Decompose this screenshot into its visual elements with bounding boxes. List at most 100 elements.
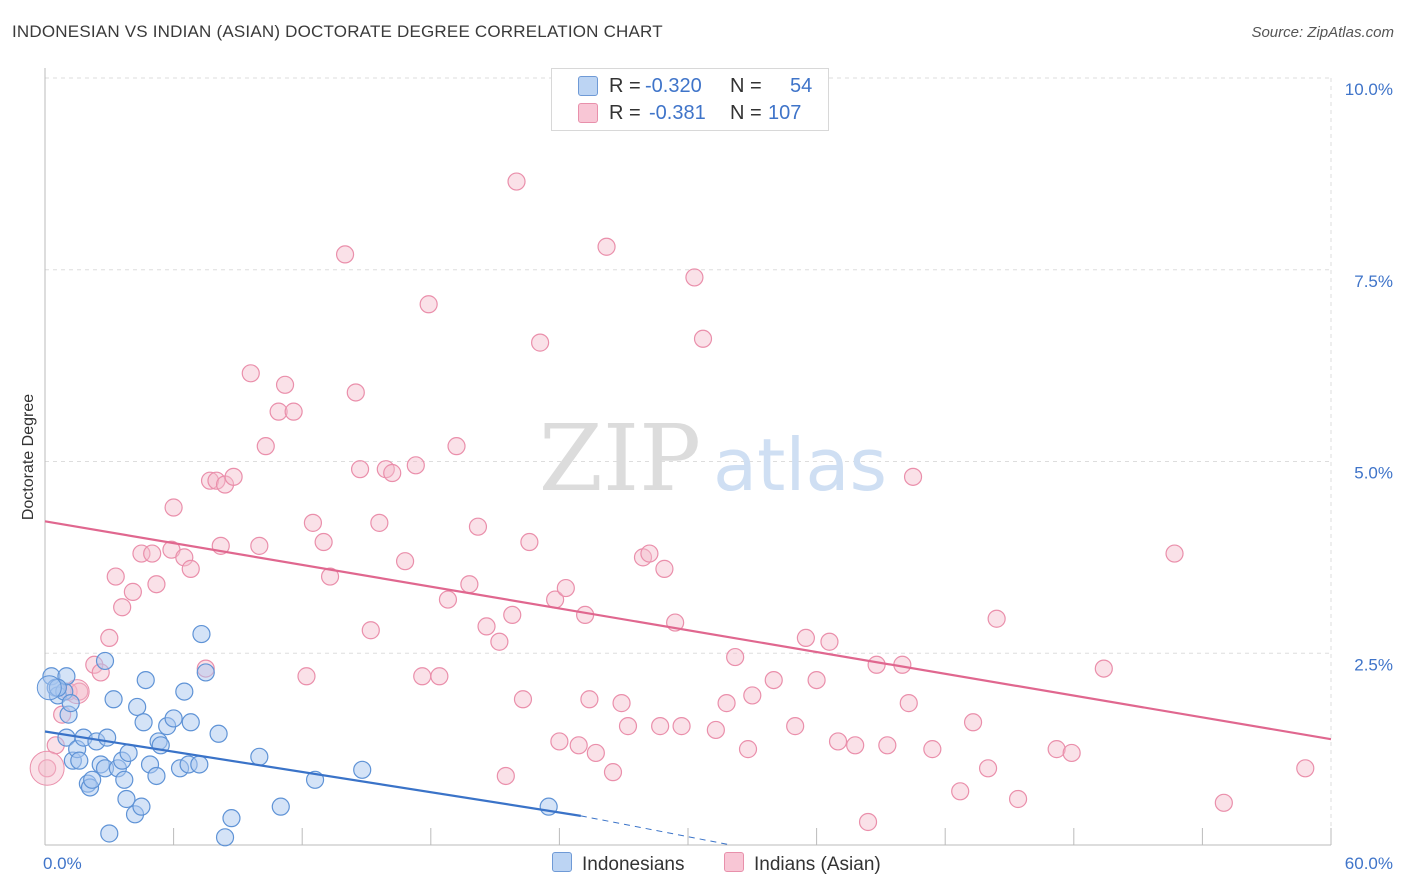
legend-r-label: R =: [609, 102, 641, 124]
x-tick-label-min: 0.0%: [43, 854, 82, 873]
point-indians-asian: [820, 632, 839, 651]
point-indians-asian: [413, 667, 432, 686]
point-indonesians: [209, 724, 228, 743]
legend-r-value: -0.381: [649, 102, 706, 124]
point-indians-asian: [685, 268, 704, 287]
point-indonesians: [115, 770, 134, 789]
point-indians-asian: [556, 578, 575, 598]
bottom-legend-indonesians: Indonesians: [552, 852, 684, 876]
point-indians-asian: [164, 498, 183, 517]
point-indians-asian-cluster: [29, 750, 65, 786]
chart-title: INDONESIAN VS INDIAN (ASIAN) DOCTORATE D…: [12, 22, 663, 41]
point-indians-asian: [200, 471, 220, 490]
bottom-legend-indians-asian: Indians (Asian): [724, 852, 881, 876]
point-indians-asian: [477, 617, 496, 636]
point-indians-asian: [256, 437, 275, 456]
watermark-atlas: atlas: [713, 423, 887, 507]
point-indonesians: [136, 670, 155, 690]
x-tick-label-max: 60.0%: [1345, 854, 1393, 873]
point-indians-asian: [513, 690, 533, 709]
point-indians-asian: [147, 575, 166, 594]
axes: [44, 68, 1332, 846]
point-indians-asian: [618, 717, 638, 736]
point-indians-asian: [175, 548, 194, 567]
source-credit: Source: ZipAtlas.com: [1251, 24, 1394, 41]
point-indians-asian: [438, 590, 458, 609]
point-indonesians: [128, 697, 147, 717]
point-indians-asian: [1214, 793, 1233, 812]
trend-line-indonesians-extension: [580, 815, 731, 846]
bottom-legend-swatch-indians-asian: [724, 852, 744, 872]
point-indians-asian: [531, 333, 550, 352]
bottom-legend-swatch-indonesians: [552, 852, 572, 872]
point-indians-asian: [978, 759, 998, 778]
point-indonesians: [134, 713, 153, 732]
point-indians-asian: [717, 694, 736, 713]
y-axis-label: Doctorate Degree: [20, 394, 37, 520]
point-indians-asian: [269, 402, 288, 421]
point-indonesians: [100, 824, 119, 843]
point-indians-asian: [580, 690, 599, 709]
point-indians-asian: [275, 375, 295, 394]
point-indians-asian: [1296, 759, 1315, 778]
y-tick-label: 5.0%: [1354, 464, 1393, 483]
point-indonesians: [250, 747, 269, 766]
point-indians-asian: [569, 736, 588, 755]
tick-labels: 2.5% 5.0% 7.5% 10.0% 0.0% 60.0%: [43, 80, 1393, 873]
point-indians-asian: [764, 670, 783, 690]
correlation-legend: R = -0.320 N = 54 R = -0.381 N = 107: [551, 68, 829, 131]
point-indians-asian: [303, 513, 323, 532]
legend-r-label: R =: [609, 75, 641, 97]
point-indians-asian: [100, 628, 119, 648]
legend-swatch-indians-asian: [578, 103, 598, 123]
point-indians-asian: [350, 460, 370, 479]
point-indians-asian: [181, 559, 200, 578]
point-indians-asian: [314, 532, 333, 552]
point-indonesians: [271, 797, 290, 816]
point-indians-asian: [297, 667, 316, 686]
zipatlas-watermark: ZIP atlas: [539, 405, 887, 512]
point-indians-asian: [1062, 743, 1081, 763]
point-indians-asian: [1008, 789, 1028, 809]
point-indians-asian: [496, 766, 515, 786]
point-indians-asian: [603, 763, 623, 782]
point-indians-asian: [597, 237, 616, 256]
point-indians-asian: [123, 582, 142, 601]
legend-n-value: 54: [790, 75, 813, 97]
point-indians-asian: [460, 575, 479, 594]
point-indonesians: [192, 624, 211, 644]
point-indians-asian: [346, 383, 365, 402]
point-indians-asian: [361, 621, 380, 640]
point-indians-asian: [1094, 659, 1113, 678]
point-indonesians-cluster: [36, 675, 62, 701]
point-indians-asian: [726, 647, 745, 667]
point-indians-asian: [651, 717, 670, 736]
trend-line-indonesians: [44, 730, 582, 817]
point-indians-asian: [612, 694, 631, 713]
point-indonesians: [61, 694, 80, 713]
point-indonesians: [222, 809, 241, 828]
point-indians-asian: [672, 717, 691, 736]
point-indians-asian: [320, 567, 340, 586]
point-indonesians: [98, 728, 117, 747]
point-indians-asian: [1165, 544, 1184, 563]
watermark-zip: ZIP: [539, 405, 701, 512]
y-tick-label: 10.0%: [1345, 80, 1393, 99]
point-indians-asian: [796, 628, 815, 648]
point-indonesians: [119, 743, 138, 763]
point-indians-asian: [406, 456, 425, 475]
point-indians-asian: [828, 732, 848, 751]
point-indians-asian: [1047, 740, 1066, 759]
point-indonesians: [196, 663, 215, 682]
point-indians-asian: [693, 329, 713, 348]
point-indonesians: [70, 751, 89, 770]
point-indians-asian: [878, 736, 897, 755]
legend-n-value: 107: [768, 102, 802, 124]
trend-lines: [44, 520, 1332, 846]
point-indians-asian: [106, 567, 125, 586]
point-indonesians: [164, 709, 183, 728]
point-indians-asian: [903, 467, 923, 486]
series-indonesians: [36, 624, 558, 847]
bottom-legend-label-indians-asian: Indians (Asian): [754, 854, 881, 875]
point-indians-asian: [655, 559, 674, 578]
